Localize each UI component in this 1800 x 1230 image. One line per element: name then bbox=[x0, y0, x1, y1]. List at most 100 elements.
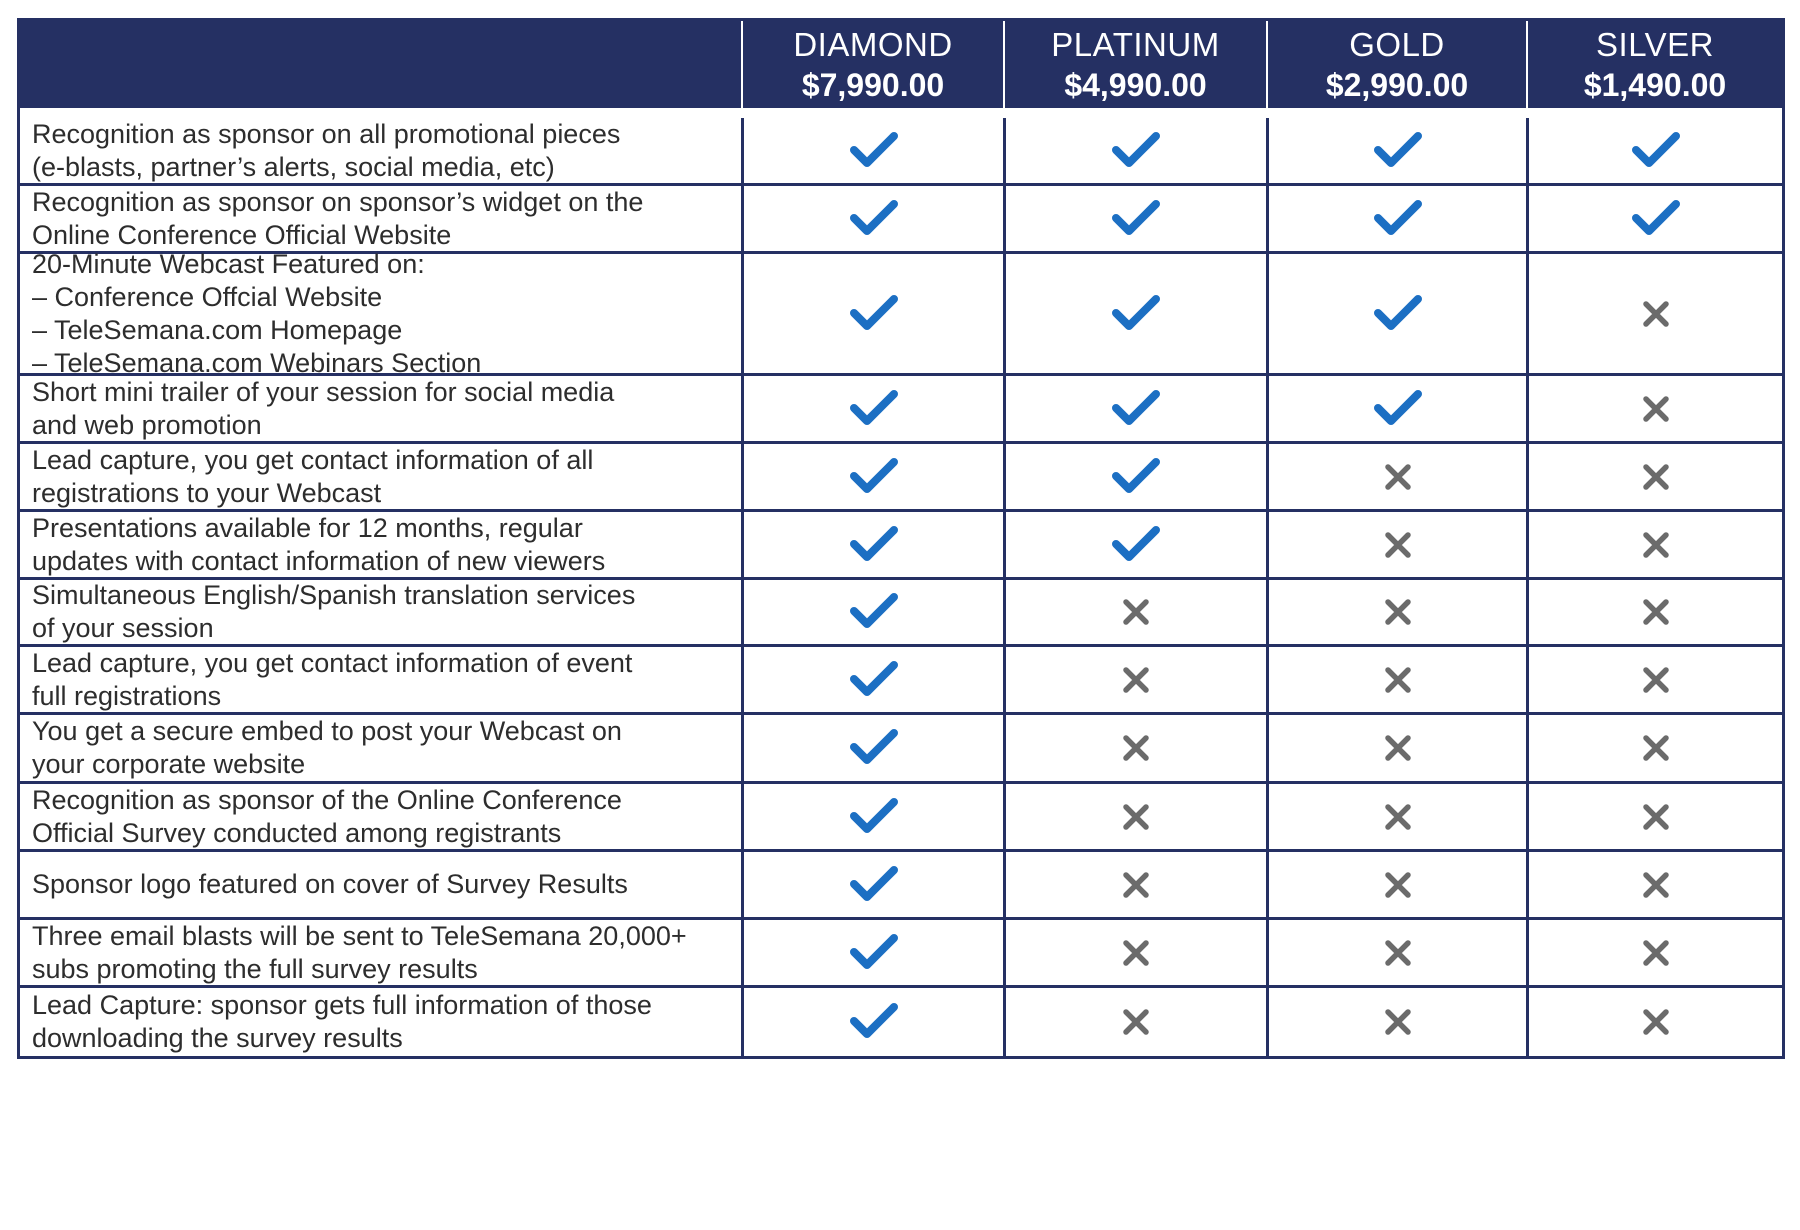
check-icon bbox=[1112, 199, 1160, 235]
feature-cell: Recognition as sponsor on all promotiona… bbox=[20, 118, 741, 183]
tier-cell bbox=[741, 118, 1003, 183]
feature-label: 20-Minute Webcast Featured on: – Confere… bbox=[32, 248, 482, 378]
tier-cell bbox=[741, 444, 1003, 509]
tier-cell bbox=[1003, 376, 1266, 441]
cross-icon bbox=[1123, 599, 1149, 625]
cross-icon bbox=[1384, 803, 1411, 830]
table-row: You get a secure embed to post your Webc… bbox=[20, 715, 1782, 784]
tier-cell bbox=[1003, 784, 1266, 849]
table-row: 20-Minute Webcast Featured on: – Confere… bbox=[20, 249, 1782, 378]
tier-cell bbox=[1526, 715, 1782, 781]
tier-cell bbox=[741, 920, 1003, 985]
tier-cell bbox=[1003, 254, 1266, 373]
cross-icon bbox=[1642, 599, 1669, 625]
tier-name: GOLD bbox=[1349, 25, 1445, 63]
cross-icon bbox=[1384, 939, 1411, 966]
tier-cell bbox=[1526, 920, 1782, 985]
tier-name: DIAMOND bbox=[793, 25, 953, 63]
check-icon bbox=[1373, 389, 1422, 425]
tier-price: $2,990.00 bbox=[1325, 66, 1469, 103]
tier-cell bbox=[741, 376, 1003, 441]
tier-cell bbox=[1266, 118, 1526, 183]
cross-icon bbox=[1384, 1009, 1411, 1035]
check-icon bbox=[1373, 199, 1422, 235]
tier-cell bbox=[1266, 444, 1526, 509]
tier-cell bbox=[741, 254, 1003, 373]
tier-cell bbox=[1526, 988, 1782, 1056]
feature-cell: You get a secure embed to post your Webc… bbox=[20, 715, 741, 781]
tier-cell bbox=[1266, 784, 1526, 849]
tier-cell bbox=[1003, 647, 1266, 712]
check-icon bbox=[849, 797, 898, 833]
feature-label: Simultaneous English/Spanish translation… bbox=[32, 580, 636, 643]
cross-icon bbox=[1384, 463, 1411, 490]
tier-cell bbox=[1266, 254, 1526, 373]
tier-cell bbox=[1003, 118, 1266, 183]
tier-cell bbox=[741, 852, 1003, 917]
tier-cell bbox=[1526, 118, 1782, 183]
check-icon bbox=[1373, 131, 1422, 167]
tier-price: $1,490.00 bbox=[1583, 66, 1727, 103]
tier-name: SILVER bbox=[1596, 25, 1714, 63]
feature-label: Recognition as sponsor of the Online Con… bbox=[32, 784, 622, 848]
table-row: Lead capture, you get contact informatio… bbox=[20, 647, 1782, 715]
tier-cell bbox=[1526, 254, 1782, 373]
tier-cell bbox=[1266, 852, 1526, 917]
tier-cell bbox=[741, 784, 1003, 849]
tier-cell bbox=[1266, 988, 1526, 1056]
feature-cell: 20-Minute Webcast Featured on: – Confere… bbox=[20, 249, 741, 378]
check-icon bbox=[849, 294, 898, 330]
check-icon bbox=[849, 457, 898, 493]
feature-label: Recognition as sponsor on all promotiona… bbox=[32, 118, 621, 182]
cross-icon bbox=[1642, 463, 1669, 490]
check-icon bbox=[1112, 457, 1160, 493]
feature-label: Lead capture, you get contact informatio… bbox=[32, 444, 594, 508]
feature-label: Presentations available for 12 months, r… bbox=[32, 512, 606, 576]
tier-cell bbox=[1266, 647, 1526, 712]
feature-label: Lead capture, you get contact informatio… bbox=[32, 647, 633, 711]
tier-cell bbox=[1526, 444, 1782, 509]
cross-icon bbox=[1123, 735, 1149, 761]
cross-icon bbox=[1384, 666, 1411, 693]
cross-icon bbox=[1642, 1009, 1669, 1035]
cross-icon bbox=[1642, 871, 1669, 898]
cross-icon bbox=[1384, 871, 1411, 898]
feature-label: Short mini trailer of your session for s… bbox=[32, 376, 615, 440]
check-icon bbox=[1112, 131, 1160, 167]
cross-icon bbox=[1123, 666, 1149, 693]
cross-icon bbox=[1642, 803, 1669, 830]
tier-header-diamond: DIAMOND $7,990.00 bbox=[741, 21, 1003, 108]
check-icon bbox=[849, 933, 898, 969]
tier-cell bbox=[1526, 376, 1782, 441]
feature-label: Recognition as sponsor on sponsor’s widg… bbox=[32, 186, 644, 250]
table-row: Three email blasts will be sent to TeleS… bbox=[20, 920, 1782, 988]
tier-price: $4,990.00 bbox=[1064, 66, 1207, 103]
table-row: Presentations available for 12 months, r… bbox=[20, 512, 1782, 580]
tier-cell bbox=[1266, 920, 1526, 985]
tier-cell bbox=[1266, 512, 1526, 577]
check-icon bbox=[1112, 525, 1160, 561]
feature-cell: Presentations available for 12 months, r… bbox=[20, 512, 741, 577]
tier-cell bbox=[1526, 784, 1782, 849]
cross-icon bbox=[1642, 666, 1669, 693]
check-icon bbox=[849, 389, 898, 425]
tier-cell bbox=[741, 988, 1003, 1056]
feature-cell: Simultaneous English/Spanish translation… bbox=[20, 580, 741, 644]
tier-cell bbox=[741, 512, 1003, 577]
check-icon bbox=[849, 199, 898, 235]
check-icon bbox=[1112, 389, 1160, 425]
tier-cell bbox=[741, 715, 1003, 781]
tier-cell bbox=[1003, 444, 1266, 509]
tier-header-platinum: PLATINUM $4,990.00 bbox=[1003, 21, 1266, 108]
tier-header-silver: SILVER $1,490.00 bbox=[1526, 21, 1782, 108]
tier-cell bbox=[1526, 512, 1782, 577]
tier-cell bbox=[1003, 186, 1266, 251]
tier-cell bbox=[1266, 376, 1526, 441]
feature-label: Three email blasts will be sent to TeleS… bbox=[32, 920, 687, 984]
tier-cell bbox=[1526, 852, 1782, 917]
cross-icon bbox=[1384, 531, 1411, 558]
tier-cell bbox=[1003, 580, 1266, 644]
tier-cell bbox=[1003, 852, 1266, 917]
feature-cell: Lead capture, you get contact informatio… bbox=[20, 647, 741, 712]
tier-header-gold: GOLD $2,990.00 bbox=[1266, 21, 1526, 108]
